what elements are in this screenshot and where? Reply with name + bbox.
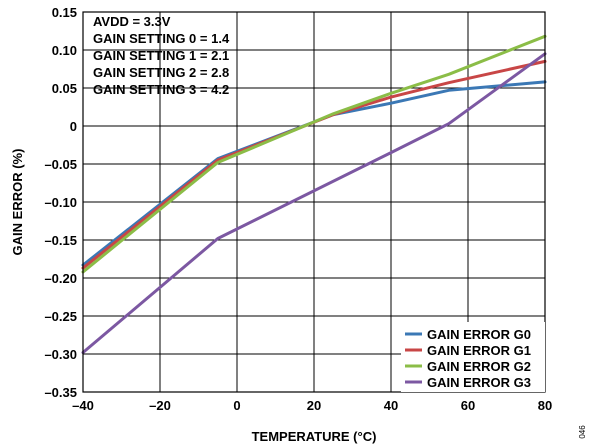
- x-tick-label: 80: [538, 398, 552, 413]
- y-axis-title: GAIN ERROR (%): [10, 149, 25, 256]
- annotation-line: GAIN SETTING 1 = 2.1: [93, 48, 229, 63]
- y-tick-label: –0.15: [44, 233, 77, 248]
- figure-id: 046: [578, 425, 587, 439]
- y-tick-label: 0.10: [52, 43, 77, 58]
- legend-label-g2: GAIN ERROR G2: [427, 359, 531, 374]
- legend-background: [401, 322, 545, 392]
- conditions-annotation: AVDD = 3.3V GAIN SETTING 0 = 1.4 GAIN SE…: [93, 14, 230, 97]
- legend-label-g0: GAIN ERROR G0: [427, 327, 531, 342]
- y-tick-label: –0.30: [44, 347, 77, 362]
- y-tick-label: –0.25: [44, 309, 77, 324]
- x-tick-label: 60: [461, 398, 475, 413]
- x-tick-label: –40: [72, 398, 94, 413]
- x-axis-title: TEMPERATURE (°C): [252, 429, 377, 444]
- series-line-g3: [81, 52, 547, 354]
- legend: GAIN ERROR G0 GAIN ERROR G1 GAIN ERROR G…: [401, 322, 545, 392]
- y-tick-label: 0.15: [52, 5, 77, 20]
- y-tick-label: –0.20: [44, 271, 77, 286]
- annotation-line: GAIN SETTING 0 = 1.4: [93, 31, 230, 46]
- x-tick-label: –20: [149, 398, 171, 413]
- y-tick-label: 0.05: [52, 81, 77, 96]
- series-line-g2: [81, 34, 547, 274]
- y-tick-label: –0.35: [44, 385, 77, 400]
- y-tick-label: 0: [70, 119, 77, 134]
- annotation-line: AVDD = 3.3V: [93, 14, 171, 29]
- series-line-g1: [81, 59, 547, 270]
- x-tick-label: 20: [307, 398, 321, 413]
- tick-labels: –40 –20 0 20 40 60 80 0.15 0.10 0.05 0 –0.05 –0.10 –0…: [44, 5, 552, 413]
- plot-frame: [82, 11, 546, 393]
- x-tick-label: 0: [233, 398, 240, 413]
- plot-lines: [81, 34, 547, 354]
- x-tick-label: 40: [384, 398, 398, 413]
- annotation-line: GAIN SETTING 2 = 2.8: [93, 65, 229, 80]
- annotation-line: GAIN SETTING 3 = 4.2: [93, 82, 229, 97]
- legend-label-g3: GAIN ERROR G3: [427, 375, 531, 390]
- y-tick-label: –0.10: [44, 195, 77, 210]
- legend-label-g1: GAIN ERROR G1: [427, 343, 531, 358]
- y-tick-label: –0.05: [44, 157, 77, 172]
